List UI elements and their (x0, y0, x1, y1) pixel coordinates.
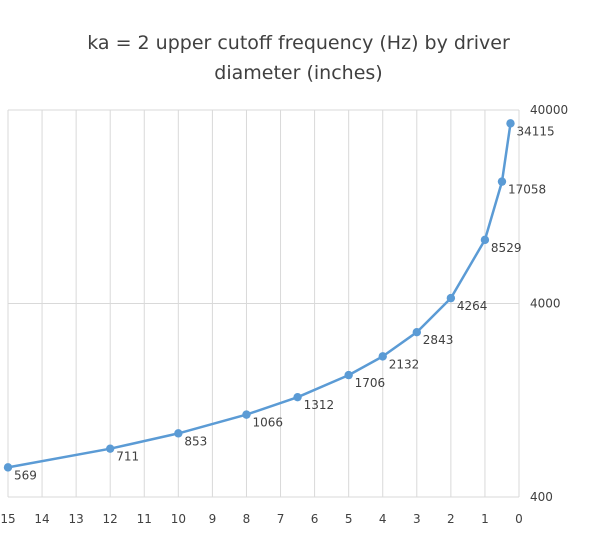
data-label: 8529 (491, 241, 522, 255)
data-label: 2132 (389, 357, 420, 371)
data-label: 569 (14, 468, 37, 482)
data-point (480, 235, 490, 245)
x-tick-label: 5 (345, 512, 353, 526)
data-label: 1066 (252, 416, 283, 430)
gridlines (7, 109, 520, 498)
x-tick-label: 7 (277, 512, 285, 526)
data-label: 853 (184, 434, 207, 448)
chart-title-line-2: diameter (inches) (214, 62, 383, 84)
chart-title-line-1: ka = 2 upper cutoff frequency (Hz) by dr… (87, 32, 510, 54)
x-tick-label: 3 (413, 512, 421, 526)
data-point (378, 352, 387, 361)
data-label: 2843 (423, 333, 454, 347)
data-label: 1312 (304, 398, 335, 412)
y-tick-label: 40000 (530, 103, 568, 117)
data-point (3, 463, 13, 472)
x-tick-label: 15 (0, 512, 15, 526)
data-label: 1706 (355, 376, 386, 390)
x-axis-tick-labels: 15 14 13 12 11 10 9 8 7 6 5 4 3 2 1 0 (0, 512, 522, 526)
data-label: 4264 (457, 299, 488, 313)
y-tick-label: 4000 (530, 297, 561, 311)
data-point (106, 444, 115, 453)
y-tick-label: 400 (530, 490, 553, 504)
series-line (7, 123, 512, 469)
x-tick-label: 8 (243, 512, 251, 526)
x-tick-label: 11 (137, 512, 152, 526)
x-tick-label: 4 (379, 512, 387, 526)
chart-title: ka = 2 upper cutoff frequency (Hz) by dr… (0, 28, 597, 88)
data-point (506, 119, 515, 128)
data-point (412, 327, 421, 337)
x-tick-label: 12 (103, 512, 118, 526)
x-tick-label: 2 (447, 512, 455, 526)
x-tick-label: 1 (481, 512, 489, 526)
data-label: 34115 (516, 124, 554, 138)
data-point (242, 410, 251, 419)
x-tick-label: 9 (209, 512, 217, 526)
data-point (174, 429, 183, 438)
data-label: 711 (116, 450, 139, 464)
data-point (293, 392, 302, 402)
x-tick-label: 0 (515, 512, 523, 526)
x-tick-label: 14 (34, 512, 49, 526)
data-point (497, 177, 507, 186)
series-group (3, 119, 515, 472)
data-point (446, 293, 456, 303)
data-point (344, 370, 353, 380)
x-tick-label: 13 (68, 512, 83, 526)
y-axis-tick-labels: 40000 4000 400 (530, 103, 568, 504)
x-tick-label: 10 (171, 512, 186, 526)
x-tick-label: 6 (311, 512, 319, 526)
data-label: 17058 (508, 183, 546, 197)
